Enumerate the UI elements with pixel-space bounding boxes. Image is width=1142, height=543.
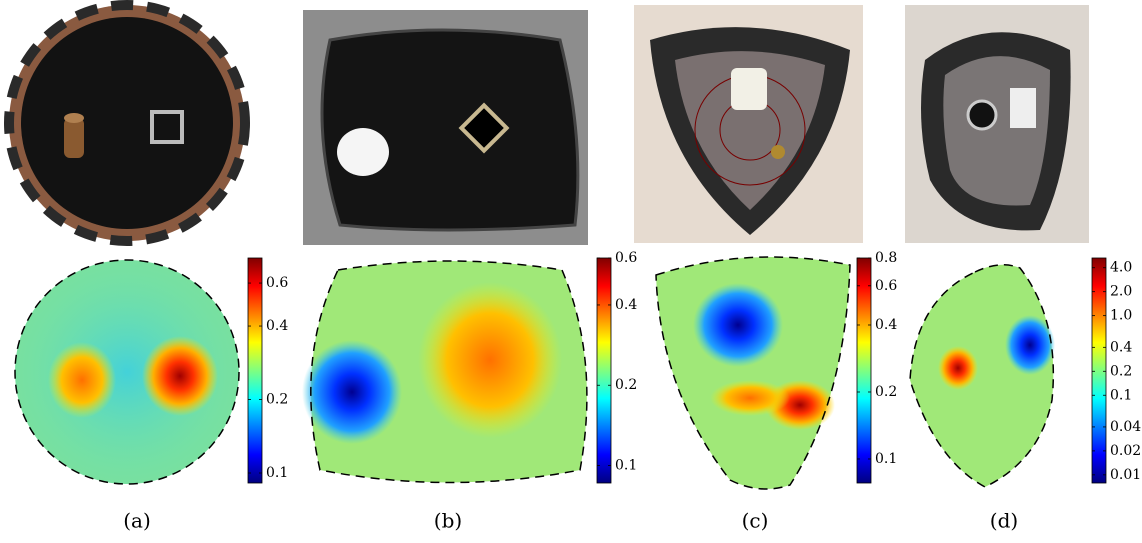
colorbar-tick-label: 0.2 bbox=[266, 392, 288, 408]
colorbar-tick-label: 0.6 bbox=[615, 250, 637, 266]
colorbar-tick-label: 0.04 bbox=[1110, 419, 1141, 435]
panel-label: (a) bbox=[123, 509, 151, 533]
colorbar-tick-label: 0.8 bbox=[875, 250, 897, 266]
colorbar-tick-label: 0.2 bbox=[615, 377, 637, 393]
reconstruction-a bbox=[15, 260, 239, 484]
panel-label: (c) bbox=[742, 509, 769, 533]
photo-c bbox=[634, 5, 863, 243]
photo-a bbox=[9, 5, 245, 241]
colorbar-tick-label: 0.1 bbox=[1110, 387, 1132, 403]
reconstruction-d bbox=[910, 265, 1055, 487]
colorbar-tick-label: 0.1 bbox=[875, 451, 897, 467]
panel-label: (d) bbox=[990, 509, 1018, 533]
photo-d bbox=[905, 5, 1089, 243]
colorbar-tick-label: 0.02 bbox=[1110, 443, 1141, 459]
reconstruction-c bbox=[656, 257, 850, 489]
photo-b bbox=[303, 10, 588, 245]
colorbar-tick-label: 0.4 bbox=[615, 297, 637, 313]
colorbar-tick-label: 0.6 bbox=[875, 278, 897, 294]
colorbar-tick-label: 1.0 bbox=[1110, 308, 1132, 324]
panel-label: (b) bbox=[434, 509, 462, 533]
colorbar-tick-label: 0.2 bbox=[875, 384, 897, 400]
colorbar-tick-label: 0.4 bbox=[266, 318, 288, 334]
colorbar-tick-label: 0.1 bbox=[266, 465, 288, 481]
colorbar-tick-label: 0.4 bbox=[875, 317, 897, 333]
colorbar-tick-label: 0.1 bbox=[615, 458, 637, 474]
colorbar bbox=[248, 258, 262, 483]
colorbar bbox=[857, 258, 871, 483]
colorbar-tick-label: 0.4 bbox=[1110, 339, 1132, 355]
figure: (a) (b) (c) (d) 0.6 0.4 0.2 0.1 0.6 0.4 0.2 0.1… bbox=[0, 0, 1142, 543]
colorbar-tick-label: 0.01 bbox=[1110, 467, 1141, 483]
colorbar-tick-label: 0.6 bbox=[266, 275, 288, 291]
colorbar-tick-label: 0.2 bbox=[1110, 363, 1132, 379]
colorbar bbox=[597, 258, 611, 483]
colorbar-tick-label: 4.0 bbox=[1110, 260, 1132, 276]
reconstruction-b bbox=[302, 261, 587, 483]
colorbar-tick-label: 2.0 bbox=[1110, 284, 1132, 300]
